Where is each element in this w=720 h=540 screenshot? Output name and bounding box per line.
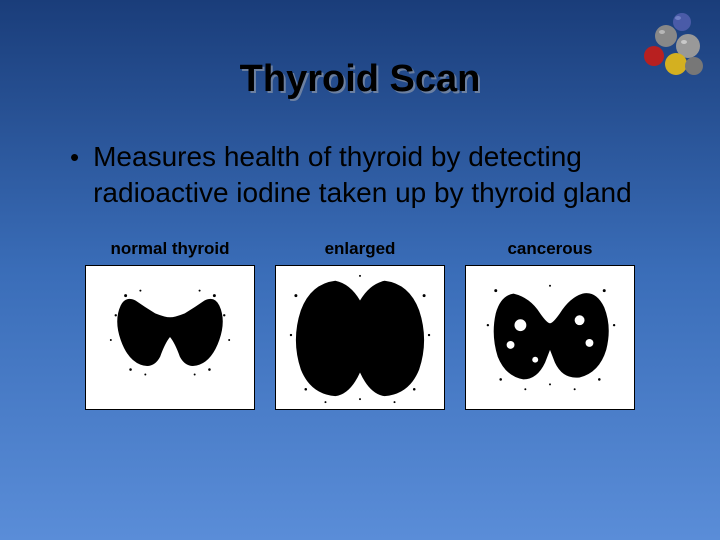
molecule-icon bbox=[636, 8, 708, 80]
scan-enlarged: enlarged bbox=[275, 239, 445, 410]
scan-image-cancerous bbox=[465, 265, 635, 410]
scan-normal: normal thyroid bbox=[85, 239, 255, 410]
scan-label-normal: normal thyroid bbox=[110, 239, 229, 259]
bullet-text: Measures health of thyroid by detecting … bbox=[93, 139, 660, 211]
page-title: Thyroid Scan bbox=[0, 0, 720, 101]
bullet-marker: • bbox=[70, 139, 79, 175]
scan-cancerous: cancerous bbox=[465, 239, 635, 410]
scan-label-enlarged: enlarged bbox=[325, 239, 396, 259]
scan-label-cancerous: cancerous bbox=[507, 239, 592, 259]
scan-image-enlarged bbox=[275, 265, 445, 410]
scan-row: normal thyroid enlarged bbox=[0, 239, 720, 410]
bullet-list: • Measures health of thyroid by detectin… bbox=[0, 101, 720, 211]
scan-image-normal bbox=[85, 265, 255, 410]
